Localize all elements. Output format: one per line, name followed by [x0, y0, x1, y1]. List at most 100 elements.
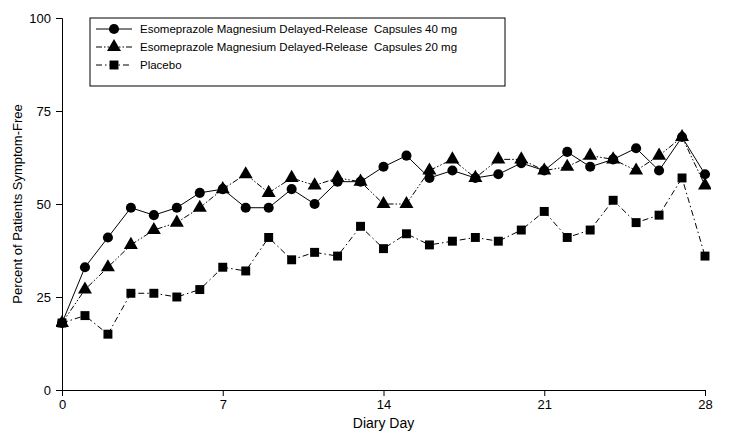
- marker: [333, 252, 342, 261]
- tick: 7: [220, 390, 227, 412]
- marker: [308, 177, 322, 189]
- tick-mark: [56, 204, 62, 205]
- legend-marker: [110, 61, 119, 70]
- marker: [264, 233, 273, 242]
- tick: 0: [44, 383, 62, 398]
- marker: [103, 232, 113, 242]
- marker: [310, 248, 319, 257]
- legend-label: Placebo: [140, 59, 182, 71]
- marker: [493, 169, 503, 179]
- marker: [629, 162, 643, 174]
- marker: [606, 151, 620, 163]
- tick: 0: [59, 390, 66, 412]
- marker: [655, 211, 664, 220]
- marker: [678, 173, 687, 182]
- tick-mark: [56, 18, 62, 19]
- tick: 14: [377, 390, 391, 412]
- tick-mark: [223, 390, 224, 396]
- marker: [356, 222, 365, 231]
- marker: [401, 151, 411, 161]
- tick-label: 21: [538, 397, 552, 412]
- tick-mark: [56, 297, 62, 298]
- legend-item: Esomeprazole Magnesium Delayed-Release C…: [96, 23, 457, 35]
- marker: [80, 311, 89, 320]
- marker: [147, 222, 161, 234]
- series-line: [62, 178, 705, 334]
- marker: [239, 166, 253, 178]
- marker: [126, 289, 135, 298]
- marker: [241, 203, 251, 213]
- tick-label: 28: [698, 397, 712, 412]
- legend-label: Esomeprazole Magnesium Delayed-Release C…: [140, 41, 457, 53]
- marker: [80, 262, 90, 272]
- marker: [514, 151, 528, 163]
- marker: [471, 233, 480, 242]
- marker: [445, 151, 459, 163]
- tick-mark: [56, 390, 62, 391]
- marker: [698, 177, 711, 189]
- chart: 071421280255075100Esomeprazole Magnesium…: [0, 0, 742, 444]
- marker: [103, 330, 112, 339]
- marker: [399, 196, 413, 208]
- legend-marker: [109, 24, 119, 34]
- marker: [631, 143, 641, 153]
- legend-box: [90, 18, 505, 86]
- tick-label: 7: [220, 397, 227, 412]
- marker: [447, 165, 457, 175]
- tick-mark: [544, 390, 545, 396]
- marker: [170, 215, 184, 227]
- tick: 50: [37, 197, 62, 212]
- y-axis: 0255075100: [29, 11, 62, 398]
- marker: [126, 203, 136, 213]
- tick-label: 0: [44, 383, 51, 398]
- axis-line: [63, 391, 706, 397]
- marker: [216, 181, 230, 193]
- marker: [701, 252, 710, 261]
- tick-mark: [384, 390, 385, 396]
- tick-label: 100: [29, 11, 51, 26]
- legend-item: Placebo: [96, 59, 182, 71]
- plot-area: 071421280255075100Esomeprazole Magnesium…: [29, 11, 712, 413]
- marker: [562, 147, 572, 157]
- marker: [241, 266, 250, 275]
- tick-label: 75: [37, 104, 51, 119]
- marker: [262, 185, 276, 197]
- y-axis-title: Percent of Patients Symptom-Free: [10, 104, 25, 303]
- marker: [585, 162, 595, 172]
- marker: [586, 226, 595, 235]
- marker: [195, 188, 205, 198]
- tick-label: 14: [377, 397, 391, 412]
- marker: [654, 165, 664, 175]
- tick: 100: [29, 11, 62, 26]
- marker: [285, 170, 299, 182]
- marker: [331, 170, 345, 182]
- marker: [193, 200, 207, 212]
- legend-marker: [107, 39, 121, 51]
- marker: [494, 237, 503, 246]
- tick-label: 0: [59, 397, 66, 412]
- marker: [376, 196, 390, 208]
- marker: [563, 233, 572, 242]
- marker: [149, 210, 159, 220]
- marker: [57, 318, 67, 328]
- x-axis-title: Diary Day: [353, 415, 414, 431]
- marker: [422, 162, 436, 174]
- marker: [632, 218, 641, 227]
- axis-line: [56, 19, 63, 391]
- marker: [58, 319, 67, 328]
- marker: [149, 289, 158, 298]
- marker: [218, 263, 227, 272]
- marker: [354, 174, 368, 186]
- marker: [287, 184, 297, 194]
- marker: [468, 170, 482, 182]
- marker: [287, 255, 296, 264]
- marker: [583, 148, 597, 160]
- marker: [172, 293, 181, 302]
- marker: [517, 226, 526, 235]
- marker: [448, 237, 457, 246]
- legend-label: Esomeprazole Magnesium Delayed-Release C…: [140, 23, 457, 35]
- marker: [540, 207, 549, 216]
- tick-mark: [705, 390, 706, 396]
- marker: [402, 229, 411, 238]
- tick-label: 50: [37, 197, 51, 212]
